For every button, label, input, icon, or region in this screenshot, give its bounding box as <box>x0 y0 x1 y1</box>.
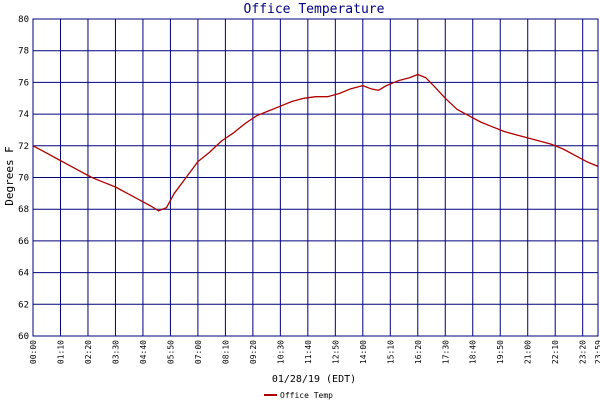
x-tick-label: 02:20 <box>84 340 93 364</box>
legend-label: Office Temp <box>280 391 333 400</box>
y-tick-label: 64 <box>18 269 29 279</box>
x-tick-label: 08:10 <box>221 340 230 364</box>
x-tick-label: 14:00 <box>359 340 368 364</box>
chart-title: Office Temperature <box>244 2 385 17</box>
y-tick-label: 80 <box>18 15 29 25</box>
x-tick-labels: 00:00 01:10 02:20 03:30 04:40 05:50 07:00 08:10… <box>29 340 600 364</box>
plot-frame <box>32 18 599 337</box>
x-tick-label: 22:10 <box>551 340 560 364</box>
y-tick-label: 74 <box>18 110 29 120</box>
x-tick-label: 10:30 <box>276 340 285 364</box>
x-tick-label: 23:20 <box>579 340 588 364</box>
x-tick-label: 12:50 <box>331 340 340 364</box>
y-tick-label: 68 <box>18 205 29 215</box>
x-axis-label: 01/28/19 (EDT) <box>272 374 356 385</box>
x-tick-label: 01:10 <box>56 340 65 364</box>
x-tick-label: 07:00 <box>194 340 203 364</box>
x-tick-label: 05:50 <box>166 340 175 364</box>
grid-lines <box>32 18 599 337</box>
x-tick-label: 04:40 <box>139 340 148 364</box>
series-group <box>32 73 599 212</box>
x-tick-label: 18:40 <box>469 340 478 364</box>
y-tick-label: 66 <box>18 237 29 247</box>
x-tick-label: 23:59 <box>594 340 600 364</box>
y-axis-label: Degrees F <box>3 146 16 206</box>
y-tick-label: 60 <box>18 332 29 342</box>
y-tick-labels: 60 62 64 66 68 70 72 74 76 78 80 <box>18 15 29 342</box>
x-tick-label: 03:30 <box>111 340 120 364</box>
y-tick-label: 78 <box>18 47 29 57</box>
x-tick-label: 16:20 <box>414 340 423 364</box>
x-tick-label: 11:40 <box>304 340 313 364</box>
x-tick-label: 21:00 <box>524 340 533 364</box>
x-tick-label: 17:30 <box>441 340 450 364</box>
y-tick-label: 72 <box>18 142 29 152</box>
y-tick-label: 76 <box>18 78 29 88</box>
x-tick-label: 15:10 <box>386 340 395 364</box>
y-tick-label: 62 <box>18 300 29 310</box>
series-line-office-temp <box>32 73 599 212</box>
y-tick-label: 70 <box>18 174 29 184</box>
x-tick-label: 19:50 <box>496 340 505 364</box>
x-tick-label: 00:00 <box>29 340 38 364</box>
x-tick-label: 09:20 <box>249 340 258 364</box>
legend: Office Temp <box>264 391 333 400</box>
